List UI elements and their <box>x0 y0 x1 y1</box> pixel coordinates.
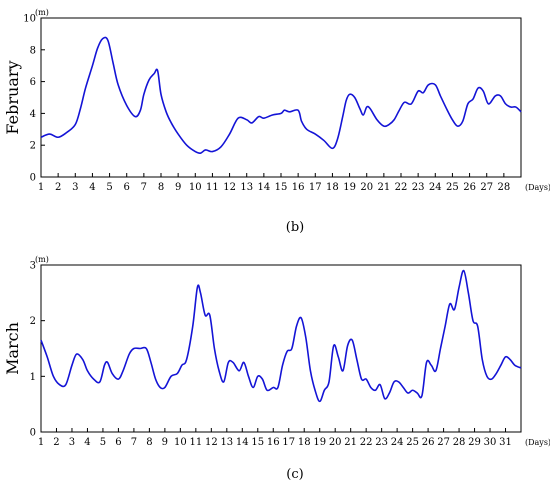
y-tick-label: 3 <box>30 261 36 272</box>
series-line <box>40 269 522 403</box>
y-tick-label: 2 <box>30 316 36 327</box>
x-tick-label: 8 <box>146 437 152 448</box>
x-tick-label: 16 <box>292 182 305 193</box>
x-tick-label: 15 <box>251 437 264 448</box>
x-tick-label: 4 <box>89 182 95 193</box>
x-tick-label: 25 <box>446 182 459 193</box>
x-tick-label: 22 <box>395 182 408 193</box>
x-unit-label: (Days) <box>525 183 550 192</box>
x-tick-label: 10 <box>174 437 187 448</box>
x-tick-label: 17 <box>309 182 322 193</box>
x-tick-label: 3 <box>72 182 78 193</box>
x-tick-label: 19 <box>343 182 356 193</box>
x-tick-label: 27 <box>480 182 493 193</box>
x-tick-label: 2 <box>53 437 59 448</box>
y-tick-label: 6 <box>30 77 36 88</box>
x-tick-label: 21 <box>344 437 357 448</box>
series-line <box>40 36 522 155</box>
x-tick-label: 26 <box>463 182 476 193</box>
x-unit-label: (Days) <box>525 438 550 447</box>
x-tick-label: 23 <box>412 182 425 193</box>
x-tick-label: 29 <box>468 437 481 448</box>
x-tick-label: 8 <box>158 182 164 193</box>
x-tick-label: 28 <box>453 437 466 448</box>
x-tick-label: 27 <box>437 437 450 448</box>
plot-frame <box>40 264 522 433</box>
x-tick-label: 25 <box>406 437 419 448</box>
x-tick-label: 7 <box>131 437 137 448</box>
x-tick-label: 18 <box>298 437 311 448</box>
y-tick-label: 0 <box>30 173 36 184</box>
x-tick-label: 31 <box>499 437 512 448</box>
y-tick-label: 4 <box>30 109 36 120</box>
x-tick-label: 11 <box>206 182 219 193</box>
x-tick-label: 26 <box>422 437 435 448</box>
x-tick-label: 14 <box>257 182 270 193</box>
x-tick-label: 22 <box>360 437 373 448</box>
y-unit-label: (m) <box>35 255 49 264</box>
x-tick-label: 13 <box>220 437 233 448</box>
figure-caption: (b) <box>286 220 304 235</box>
x-tick-label: 6 <box>115 437 121 448</box>
x-tick-label: 6 <box>124 182 130 193</box>
x-tick-label: 14 <box>236 437 249 448</box>
x-tick-label: 19 <box>313 437 326 448</box>
plot-frame <box>40 17 522 178</box>
x-tick-label: 20 <box>329 437 342 448</box>
x-tick-label: 5 <box>100 437 106 448</box>
x-tick-label: 23 <box>375 437 388 448</box>
y-tick-label: 8 <box>30 45 36 56</box>
x-tick-label: 16 <box>267 437 280 448</box>
x-tick-label: 7 <box>141 182 147 193</box>
y-unit-label: (m) <box>35 8 49 17</box>
x-tick-label: 9 <box>175 182 181 193</box>
y-tick-label: 2 <box>30 141 36 152</box>
x-tick-label: 10 <box>189 182 202 193</box>
x-tick-label: 15 <box>275 182 288 193</box>
x-tick-label: 3 <box>69 437 75 448</box>
x-tick-label: 24 <box>429 182 442 193</box>
x-tick-label: 5 <box>106 182 112 193</box>
y-tick-label: 0 <box>30 428 36 439</box>
y-tick-label: 1 <box>30 372 36 383</box>
y-axis-label: March <box>3 322 22 375</box>
x-tick-label: 13 <box>240 182 253 193</box>
x-tick-label: 18 <box>326 182 339 193</box>
x-tick-label: 11 <box>189 437 202 448</box>
y-tick-label: 10 <box>23 14 36 25</box>
x-tick-label: 28 <box>497 182 510 193</box>
x-tick-label: 4 <box>84 437 90 448</box>
x-tick-label: 1 <box>38 182 44 193</box>
x-tick-label: 30 <box>484 437 497 448</box>
x-tick-label: 2 <box>55 182 61 193</box>
y-axis-label: February <box>3 60 22 134</box>
figure-caption: (c) <box>286 467 303 482</box>
x-tick-label: 1 <box>38 437 44 448</box>
x-tick-label: 20 <box>360 182 373 193</box>
x-tick-label: 24 <box>391 437 404 448</box>
x-tick-label: 17 <box>282 437 295 448</box>
x-tick-label: 12 <box>205 437 218 448</box>
x-tick-label: 21 <box>377 182 390 193</box>
x-tick-label: 9 <box>162 437 168 448</box>
x-tick-label: 12 <box>223 182 236 193</box>
